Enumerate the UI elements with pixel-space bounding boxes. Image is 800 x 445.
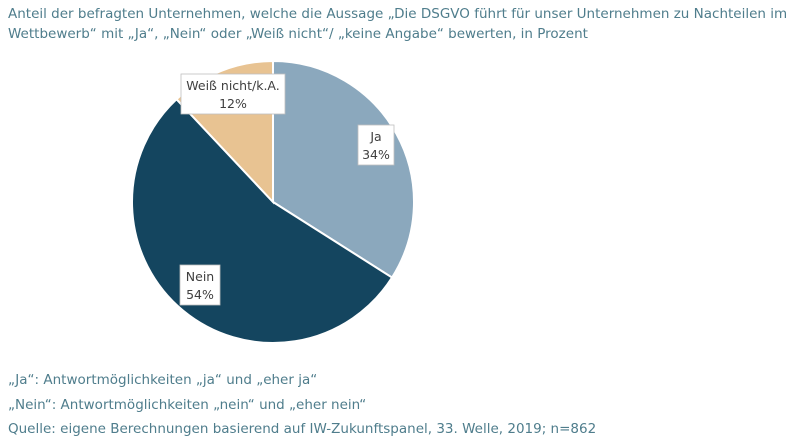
value-label: 54%: [186, 287, 214, 302]
label-box: [179, 264, 221, 306]
value-label: 12%: [219, 96, 247, 111]
label-box: [357, 124, 395, 166]
data-label-wei-nicht-k-a-: Weiß nicht/k.A. 12%: [180, 73, 286, 115]
label-box: [180, 73, 286, 115]
category-label: Weiß nicht/k.A.: [186, 78, 279, 93]
category-label: Ja: [369, 129, 381, 144]
chart-title: Anteil der befragten Unternehmen, welche…: [8, 6, 788, 42]
note-ja: „Ja“: Antwortmöglichkeiten „ja“ und „ehe…: [8, 372, 318, 388]
value-label: 34%: [362, 147, 390, 162]
data-label-nein: Nein 54%: [179, 264, 221, 306]
note-nein: „Nein“: Antwortmöglichkeiten „nein“ und …: [8, 397, 367, 413]
data-label-ja: Ja 34%: [357, 124, 395, 166]
source-note: Quelle: eigene Berechnungen basierend au…: [8, 421, 597, 437]
category-label: Nein: [186, 269, 214, 284]
